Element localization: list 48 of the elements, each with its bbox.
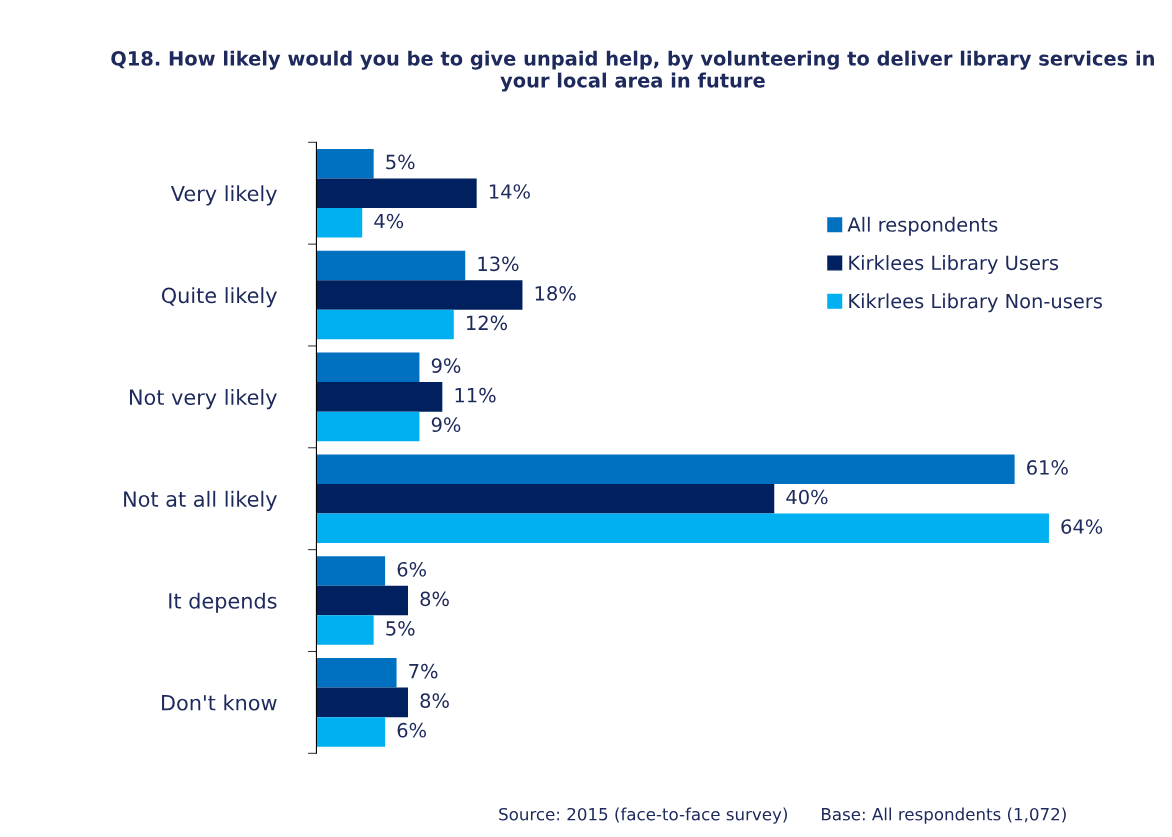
bar <box>316 309 454 340</box>
data-label: 18% <box>535 285 576 301</box>
data-label: 6% <box>397 561 426 577</box>
bar <box>316 280 523 310</box>
y-tick-label: Don't know <box>162 694 277 711</box>
data-label: 5% <box>386 154 415 170</box>
y-tick-label: Not at all likely <box>124 490 277 511</box>
data-label: 7% <box>409 663 438 679</box>
legend-label: Kikrlees Library Non-users <box>849 293 1102 313</box>
y-tick-label: Not very likely <box>129 388 277 410</box>
legend-label: Kirklees Library Users <box>849 255 1059 274</box>
bar <box>316 658 397 688</box>
bar <box>316 411 420 442</box>
bar <box>316 483 775 514</box>
bar <box>316 513 1049 544</box>
bar <box>316 687 408 718</box>
data-label: 9% <box>431 417 461 433</box>
data-label: 4% <box>374 213 404 229</box>
bar <box>316 454 1015 484</box>
bar <box>316 178 477 208</box>
data-label: 61% <box>1027 460 1068 475</box>
bar <box>316 250 466 281</box>
legend-label: All respondents <box>847 216 998 236</box>
data-label: 11% <box>455 387 496 403</box>
data-label: 64% <box>1061 519 1103 534</box>
bar <box>316 615 374 645</box>
data-label: 5% <box>386 621 415 636</box>
chart-title: Q18. How likely would you be to give unpaid help, by volunteering to deliver library services in your local area in future <box>111 50 1154 92</box>
bar <box>316 556 386 586</box>
data-label: 8% <box>420 693 449 709</box>
source-note: Source: 2015 (face-to-face survey) <box>499 807 787 824</box>
text: Base: All respondents (1,072) <box>822 807 1066 824</box>
data-label: 12% <box>467 315 508 331</box>
bar <box>316 207 363 238</box>
y-tick-label: It depends <box>169 592 277 613</box>
bar <box>316 585 408 616</box>
bar <box>316 382 443 412</box>
y-tick-label: Very likely <box>170 185 277 206</box>
bar <box>316 717 386 747</box>
data-label: 14% <box>489 184 530 199</box>
bar <box>316 352 420 383</box>
data-label: 8% <box>420 591 449 607</box>
data-label: 13% <box>478 256 519 272</box>
bar <box>316 148 374 179</box>
data-label: 40% <box>786 489 828 505</box>
data-label: 6% <box>397 722 426 738</box>
data-label: 9% <box>431 358 461 373</box>
y-tick-label: Quite likely <box>161 287 277 308</box>
